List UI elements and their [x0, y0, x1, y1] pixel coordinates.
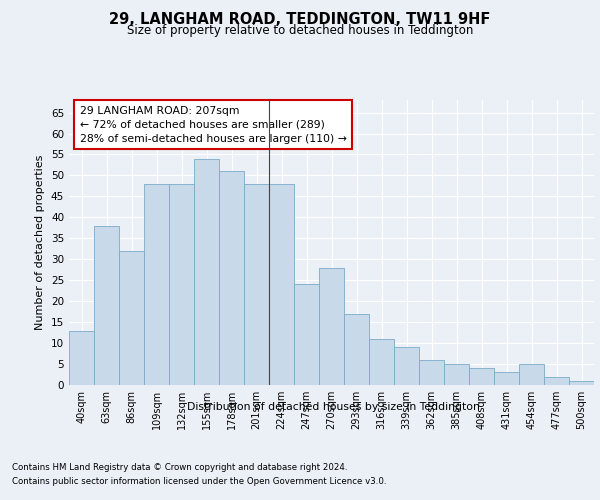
- Text: 29 LANGHAM ROAD: 207sqm
← 72% of detached houses are smaller (289)
28% of semi-d: 29 LANGHAM ROAD: 207sqm ← 72% of detache…: [79, 106, 346, 144]
- Bar: [544, 376, 569, 385]
- Bar: [194, 158, 219, 385]
- Bar: [219, 171, 244, 385]
- Bar: [94, 226, 119, 385]
- Bar: [569, 381, 594, 385]
- Bar: [494, 372, 519, 385]
- Text: Distribution of detached houses by size in Teddington: Distribution of detached houses by size …: [187, 402, 479, 412]
- Bar: [469, 368, 494, 385]
- Text: 29, LANGHAM ROAD, TEDDINGTON, TW11 9HF: 29, LANGHAM ROAD, TEDDINGTON, TW11 9HF: [109, 12, 491, 28]
- Bar: [69, 330, 94, 385]
- Bar: [344, 314, 369, 385]
- Bar: [119, 251, 144, 385]
- Y-axis label: Number of detached properties: Number of detached properties: [35, 155, 46, 330]
- Bar: [144, 184, 169, 385]
- Text: Contains public sector information licensed under the Open Government Licence v3: Contains public sector information licen…: [12, 478, 386, 486]
- Bar: [244, 184, 269, 385]
- Bar: [444, 364, 469, 385]
- Bar: [369, 339, 394, 385]
- Text: Size of property relative to detached houses in Teddington: Size of property relative to detached ho…: [127, 24, 473, 37]
- Text: Contains HM Land Registry data © Crown copyright and database right 2024.: Contains HM Land Registry data © Crown c…: [12, 462, 347, 471]
- Bar: [419, 360, 444, 385]
- Bar: [319, 268, 344, 385]
- Bar: [169, 184, 194, 385]
- Bar: [269, 184, 294, 385]
- Bar: [394, 348, 419, 385]
- Bar: [294, 284, 319, 385]
- Bar: [519, 364, 544, 385]
